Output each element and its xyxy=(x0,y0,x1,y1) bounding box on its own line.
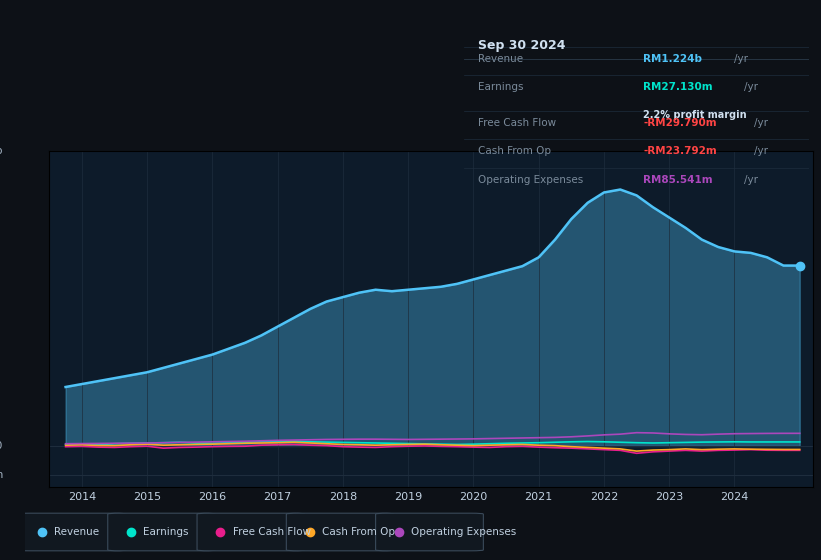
Text: RM27.130m: RM27.130m xyxy=(643,82,713,92)
Text: Cash From Op: Cash From Op xyxy=(478,146,551,156)
FancyBboxPatch shape xyxy=(197,513,305,551)
Text: /yr: /yr xyxy=(734,54,748,64)
Text: 2022: 2022 xyxy=(589,492,618,502)
Text: /yr: /yr xyxy=(744,175,758,185)
Text: 2023: 2023 xyxy=(655,492,683,502)
Text: 2016: 2016 xyxy=(199,492,227,502)
Text: 2021: 2021 xyxy=(525,492,553,502)
Text: RM1.224b: RM1.224b xyxy=(643,54,702,64)
Text: Earnings: Earnings xyxy=(478,82,523,92)
Text: 2.2% profit margin: 2.2% profit margin xyxy=(643,110,747,120)
Text: Free Cash Flow: Free Cash Flow xyxy=(233,527,311,537)
FancyBboxPatch shape xyxy=(376,513,484,551)
Text: -RM23.792m: -RM23.792m xyxy=(643,146,717,156)
Text: Cash From Op: Cash From Op xyxy=(322,527,395,537)
Text: Sep 30 2024: Sep 30 2024 xyxy=(478,39,565,52)
Text: 2014: 2014 xyxy=(68,492,96,502)
Text: 2019: 2019 xyxy=(394,492,422,502)
Text: Operating Expenses: Operating Expenses xyxy=(411,527,516,537)
Text: Revenue: Revenue xyxy=(478,54,523,64)
Text: RM85.541m: RM85.541m xyxy=(643,175,713,185)
FancyBboxPatch shape xyxy=(18,513,126,551)
FancyBboxPatch shape xyxy=(287,513,394,551)
FancyBboxPatch shape xyxy=(108,513,216,551)
Text: 2024: 2024 xyxy=(720,492,749,502)
Text: /yr: /yr xyxy=(744,82,758,92)
Text: Free Cash Flow: Free Cash Flow xyxy=(478,118,556,128)
Text: -RM29.790m: -RM29.790m xyxy=(643,118,717,128)
Text: /yr: /yr xyxy=(754,146,768,156)
Text: -RM200m: -RM200m xyxy=(0,470,3,480)
Text: /yr: /yr xyxy=(754,118,768,128)
Text: 2015: 2015 xyxy=(133,492,161,502)
Text: RM2b: RM2b xyxy=(0,146,3,156)
Text: 2017: 2017 xyxy=(264,492,291,502)
Text: Revenue: Revenue xyxy=(54,527,99,537)
Text: Earnings: Earnings xyxy=(144,527,189,537)
Text: 2018: 2018 xyxy=(328,492,357,502)
Text: RM0: RM0 xyxy=(0,441,3,451)
Text: 2020: 2020 xyxy=(459,492,488,502)
Text: Operating Expenses: Operating Expenses xyxy=(478,175,583,185)
